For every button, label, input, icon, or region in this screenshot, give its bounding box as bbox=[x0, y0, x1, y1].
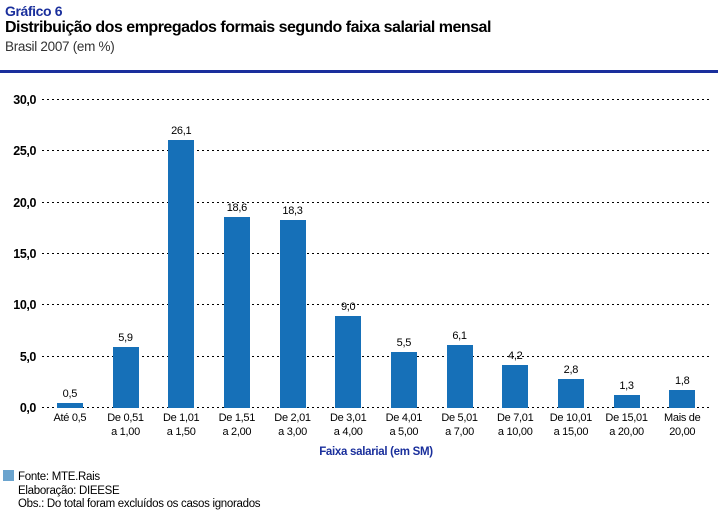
gridline bbox=[42, 99, 710, 100]
note-line: Obs.: Do total foram excluídos os casos … bbox=[18, 498, 261, 510]
bar-slot: 5,9 bbox=[98, 100, 154, 408]
gridline bbox=[42, 150, 710, 152]
bar-value-label: 26,1 bbox=[171, 125, 192, 138]
bar bbox=[279, 220, 306, 408]
bar-value-label: 2,8 bbox=[563, 364, 579, 377]
bar-series: 0,5 5,9 26,1 18,6 18,3 9,0 5,5 6,1 4,2 2,8 1,3 1,8 bbox=[42, 100, 710, 408]
bar bbox=[669, 389, 696, 408]
bar bbox=[335, 315, 362, 408]
chart-subtitle: Brasil 2007 (em %) bbox=[5, 39, 115, 54]
bar-value-label: 4,2 bbox=[508, 349, 523, 362]
x-axis: Até 0,5 De 0,51 a 1,00 De 1,01 a 1,50 De 1,51… bbox=[42, 412, 710, 439]
bar-value-label: 18,6 bbox=[226, 202, 248, 215]
y-tick-label: 30,0 bbox=[13, 93, 36, 107]
bar bbox=[613, 394, 640, 408]
footer: Fonte: MTE.Rais Elaboração: DIEESE Obs.:… bbox=[3, 470, 261, 512]
x-category-label: De 15,01 a 20,00 bbox=[605, 412, 648, 438]
gridlines bbox=[42, 99, 710, 408]
bar-value-label: 0,5 bbox=[62, 387, 78, 400]
y-tick-label: 0,0 bbox=[19, 401, 37, 415]
bar bbox=[390, 351, 417, 408]
bar-slot: 26,1 bbox=[153, 100, 209, 408]
gridline bbox=[42, 407, 710, 408]
x-category-label: De 2,01 a 3,00 bbox=[274, 412, 311, 438]
bar-slot: 0,5 bbox=[42, 100, 98, 408]
bar-value-label: 18,3 bbox=[282, 205, 303, 218]
gridline bbox=[42, 355, 710, 357]
bar bbox=[502, 364, 529, 408]
bar-value-label: 6,1 bbox=[452, 330, 467, 343]
plot-area: 0,5 5,9 26,1 18,6 18,3 9,0 5,5 6,1 4,2 2,8 1,3 1,8 bbox=[42, 99, 710, 408]
x-axis-title: Faixa salarial (em SM) bbox=[319, 446, 433, 458]
x-category-label: De 0,51 a 1,00 bbox=[107, 412, 144, 438]
y-tick-label: 15,0 bbox=[13, 247, 36, 261]
bar bbox=[112, 347, 139, 408]
x-category-label: De 7,01 a 10,00 bbox=[496, 412, 534, 438]
y-axis: 0,0 5,0 10,0 15,0 20,0 25,0 30,0 bbox=[0, 93, 37, 415]
bar bbox=[168, 140, 195, 408]
y-tick-label: 25,0 bbox=[13, 144, 36, 159]
x-category-label: Mais de 20,00 bbox=[664, 412, 701, 438]
header-rule bbox=[0, 70, 718, 73]
x-category-label: De 1,51 a 2,00 bbox=[218, 412, 256, 438]
bar-value-label: 1,3 bbox=[619, 379, 634, 392]
chart-kicker: Gráfico 6 bbox=[5, 3, 63, 19]
x-category-label: De 4,01 a 5,00 bbox=[385, 412, 423, 438]
chart-title: Distribuição dos empregados formais segu… bbox=[5, 19, 491, 36]
x-category-label: De 5,01 a 7,00 bbox=[441, 412, 478, 438]
bar bbox=[56, 402, 83, 408]
bar bbox=[223, 217, 250, 408]
gridline bbox=[42, 304, 710, 306]
x-category-label: De 1,01 a 1,50 bbox=[162, 412, 200, 438]
y-tick-label: 5,0 bbox=[19, 349, 37, 364]
source-text: Fonte: MTE.Rais bbox=[18, 471, 100, 483]
bar bbox=[557, 379, 584, 408]
x-category-label: Até 0,5 bbox=[53, 412, 87, 424]
bar bbox=[446, 345, 473, 408]
bar-slot: 1,3 bbox=[599, 100, 655, 408]
elaboration-line: Elaboração: DIEESE bbox=[18, 484, 120, 497]
x-category-label: De 3,01 a 4,00 bbox=[329, 412, 367, 438]
y-tick-label: 10,0 bbox=[13, 298, 36, 313]
bar-slot: 18,3 bbox=[265, 100, 321, 408]
bar-value-label: 5,9 bbox=[118, 332, 133, 345]
bar-slot: 6,1 bbox=[432, 100, 488, 408]
bar-slot: 4,2 bbox=[487, 100, 543, 408]
gridline bbox=[42, 201, 710, 203]
source-line: Fonte: MTE.Rais bbox=[3, 470, 260, 485]
gridline bbox=[42, 253, 710, 254]
y-tick-label: 20,0 bbox=[13, 195, 36, 210]
bar-value-label: 1,8 bbox=[675, 374, 690, 387]
bar-slot: 5,5 bbox=[376, 100, 432, 408]
bar-value-label: 9,0 bbox=[340, 300, 356, 313]
bar-slot: 18,6 bbox=[209, 100, 265, 408]
bar-slot: 9,0 bbox=[320, 100, 376, 408]
bar-value-label: 5,5 bbox=[396, 336, 412, 349]
bar-slot: 2,8 bbox=[543, 100, 599, 408]
bar-slot: 1,8 bbox=[654, 100, 710, 408]
legend-square-icon bbox=[3, 470, 14, 481]
x-category-label: De 10,01 a 15,00 bbox=[549, 412, 593, 438]
